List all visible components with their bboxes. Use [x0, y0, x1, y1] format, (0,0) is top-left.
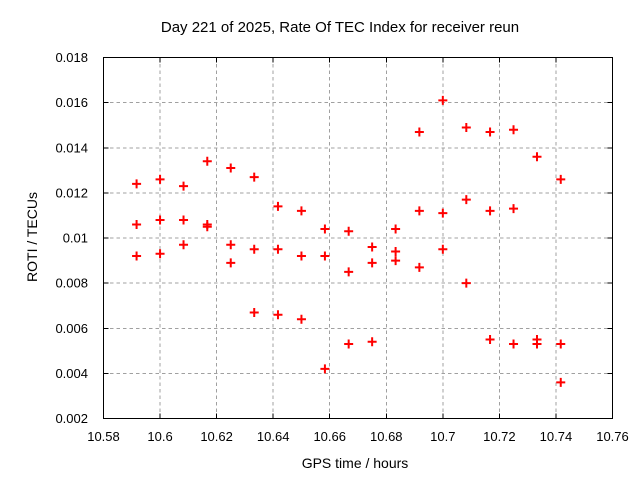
y-tick-label: 0.012 [55, 185, 88, 200]
y-tick-label: 0.016 [55, 95, 88, 110]
x-axis-label: GPS time / hours [301, 455, 409, 471]
data-point-marker [367, 258, 377, 268]
x-tick-label: 10.58 [87, 429, 120, 444]
data-point-marker [273, 201, 283, 211]
y-tick-label: 0.006 [55, 321, 88, 336]
data-point-marker [438, 208, 448, 218]
data-point-marker [485, 206, 495, 216]
data-point-marker [132, 179, 142, 189]
data-point-marker [320, 251, 330, 261]
data-point-marker [485, 127, 495, 137]
data-point-marker [532, 339, 542, 349]
data-point-marker [320, 224, 330, 234]
data-point-marker [509, 125, 519, 135]
data-point-marker [461, 278, 471, 288]
data-point-marker [249, 307, 259, 317]
data-point-marker [226, 163, 236, 173]
data-point-marker [509, 339, 519, 349]
data-point-marker [202, 222, 212, 232]
data-point-marker [132, 251, 142, 261]
x-tick-label: 10.62 [200, 429, 233, 444]
data-point-marker [179, 240, 189, 250]
x-tick-label: 10.7 [430, 429, 455, 444]
data-point-marker [344, 339, 354, 349]
data-point-marker [226, 258, 236, 268]
data-point-marker [556, 174, 566, 184]
data-point-marker [367, 242, 377, 252]
data-point-marker [296, 251, 306, 261]
data-point-marker [414, 206, 424, 216]
y-axis-label: ROTI / TECUs [24, 192, 40, 282]
data-point-marker [249, 244, 259, 254]
data-point-marker [438, 95, 448, 105]
data-point-marker [556, 377, 566, 387]
data-point-marker [391, 256, 401, 266]
data-point-marker [249, 172, 259, 182]
y-tick-label: 0.014 [55, 140, 88, 155]
data-point-marker [509, 204, 519, 214]
x-tick-label: 10.72 [483, 429, 516, 444]
x-tick-label: 10.66 [313, 429, 346, 444]
chart-title: Day 221 of 2025, Rate Of TEC Index for r… [160, 19, 520, 36]
data-point-marker [438, 244, 448, 254]
data-point-marker [273, 310, 283, 320]
data-point-marker [414, 262, 424, 272]
data-point-marker [414, 127, 424, 137]
data-point-marker [179, 181, 189, 191]
x-tick-label: 10.68 [370, 429, 403, 444]
data-point-marker [485, 335, 495, 345]
data-point-marker [132, 219, 142, 229]
y-tick-label: 0.002 [55, 411, 88, 426]
data-point-marker [556, 339, 566, 349]
data-point-marker [226, 240, 236, 250]
data-point-marker [344, 226, 354, 236]
data-point-marker [179, 215, 189, 225]
data-point-marker [461, 195, 471, 205]
data-point-marker [344, 267, 354, 277]
data-point-marker [296, 206, 306, 216]
data-point-marker [391, 224, 401, 234]
data-point-marker [155, 215, 165, 225]
data-point-marker [273, 244, 283, 254]
x-tick-label: 10.6 [147, 429, 172, 444]
x-tick-label: 10.76 [596, 429, 629, 444]
y-tick-label: 0.01 [63, 231, 88, 246]
data-point-marker [532, 152, 542, 162]
data-point-marker [202, 156, 212, 166]
y-tick-label: 0.018 [55, 50, 88, 65]
data-point-marker [367, 337, 377, 347]
data-point-marker [391, 247, 401, 257]
data-point-marker [461, 122, 471, 132]
data-point-marker [155, 174, 165, 184]
y-tick-label: 0.008 [55, 276, 88, 291]
x-tick-label: 10.64 [257, 429, 290, 444]
data-point-marker [155, 249, 165, 259]
data-point-marker [296, 314, 306, 324]
x-tick-label: 10.74 [540, 429, 573, 444]
y-tick-label: 0.004 [55, 366, 88, 381]
data-point-marker [320, 364, 330, 374]
